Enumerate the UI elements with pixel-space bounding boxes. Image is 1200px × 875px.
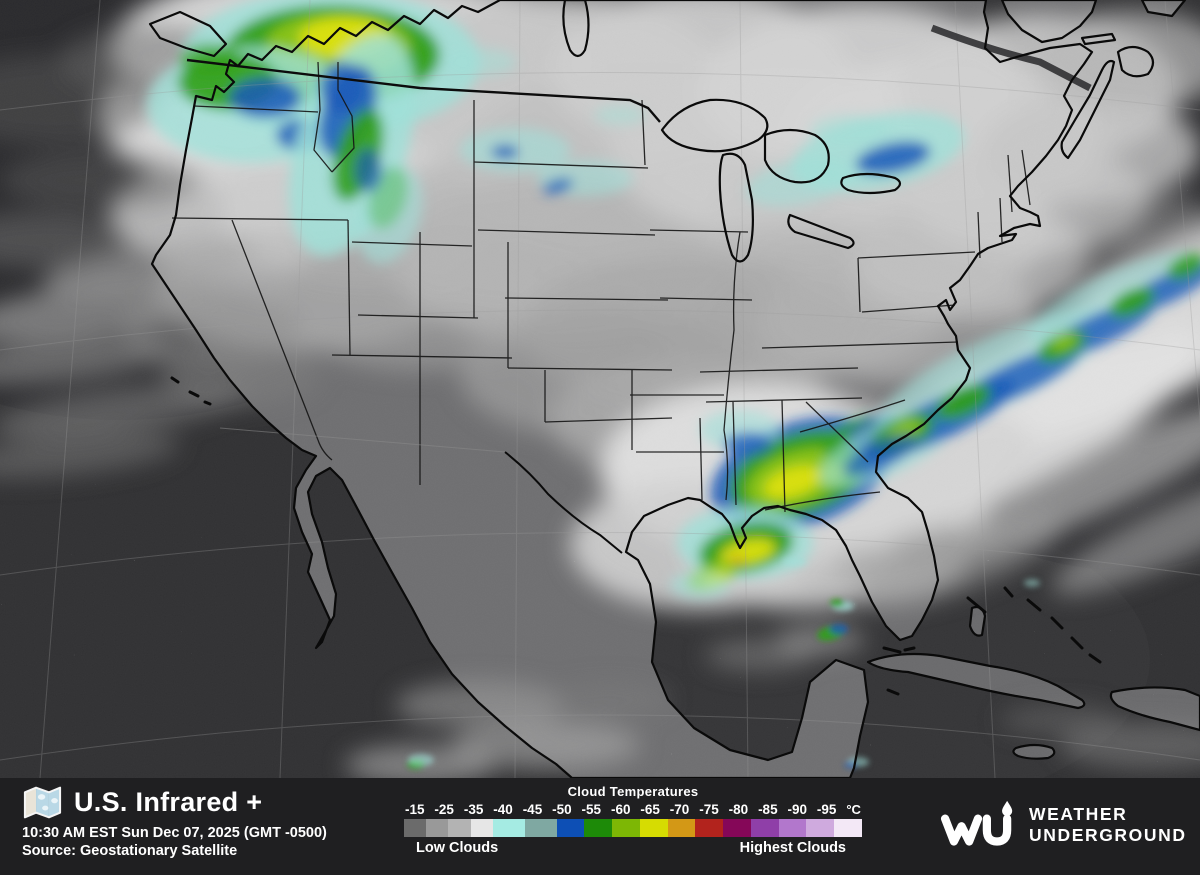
legend-swatch bbox=[556, 819, 585, 837]
legend-swatch bbox=[723, 819, 751, 837]
wu-droplet-icon bbox=[940, 800, 1013, 846]
source-label: Source: Geostationary Satellite bbox=[22, 843, 238, 859]
legend-title: Cloud Temperatures bbox=[567, 784, 699, 799]
timestamp: 10:30 AM EST Sun Dec 07, 2025 (GMT -0500… bbox=[22, 825, 327, 841]
legend-colorbar bbox=[404, 819, 862, 837]
legend-swatch bbox=[639, 819, 668, 837]
legend-swatch bbox=[470, 819, 493, 837]
legend-swatch bbox=[612, 819, 640, 837]
legend-tick: -35 bbox=[463, 802, 484, 817]
canada-border bbox=[186, 58, 661, 123]
map-header: U.S. Infrared + 10:30 AM EST Sun Dec 07,… bbox=[22, 782, 327, 859]
legend-swatch bbox=[750, 819, 779, 837]
info-bar: U.S. Infrared + 10:30 AM EST Sun Dec 07,… bbox=[0, 778, 1200, 875]
legend-tick: -95 bbox=[816, 802, 837, 817]
legend-tick: -40 bbox=[493, 802, 513, 817]
brand-name: WEATHER UNDERGROUND bbox=[1029, 804, 1187, 845]
legend-tick: -50 bbox=[552, 802, 572, 817]
legend-tick: -75 bbox=[699, 802, 719, 817]
legend-tick: -45 bbox=[522, 802, 543, 817]
map-canvas[interactable] bbox=[0, 0, 1200, 778]
legend-tick: -55 bbox=[581, 802, 602, 817]
graticule bbox=[0, 0, 1200, 778]
legend-swatch bbox=[448, 819, 471, 837]
legend-labels: Low Clouds Highest Clouds bbox=[404, 840, 862, 856]
legend-unit: °C bbox=[846, 802, 861, 817]
legend-tick: -80 bbox=[728, 802, 749, 817]
small-islands bbox=[170, 376, 1102, 696]
legend-swatch bbox=[426, 819, 449, 837]
satellite-map bbox=[0, 0, 1200, 778]
weather-underground-logo: WEATHER UNDERGROUND bbox=[940, 796, 1187, 854]
map-icon bbox=[23, 786, 62, 818]
legend-ticks: -15 -25 -35 -40 -45 -50 -55 -60 -65 -70 -75 -80 -85-… bbox=[404, 802, 862, 817]
us-mexico-border bbox=[219, 427, 506, 453]
brand-name-line2: UNDERGROUND bbox=[1029, 825, 1187, 845]
legend-tick: -85 bbox=[758, 802, 778, 817]
legend-swatch bbox=[806, 819, 835, 837]
legend-tick: -25 bbox=[434, 802, 454, 817]
rio-grande-border bbox=[504, 451, 623, 554]
legend-tick: -65 bbox=[640, 802, 660, 817]
st-lawrence bbox=[930, 24, 1092, 92]
legend-swatch bbox=[524, 819, 557, 837]
map-title: U.S. Infrared + bbox=[74, 786, 263, 817]
legend-tick: -60 bbox=[610, 802, 631, 817]
legend-swatch bbox=[834, 819, 862, 837]
state-borders bbox=[171, 61, 1031, 513]
legend-swatch bbox=[778, 819, 807, 837]
legend-swatch bbox=[584, 819, 613, 837]
brand-name-line1: WEATHER bbox=[1029, 804, 1128, 825]
legend-low-label: Low Clouds bbox=[416, 840, 499, 856]
legend-swatch bbox=[492, 819, 525, 837]
legend-swatch bbox=[404, 819, 427, 837]
legend-tick: -15 bbox=[405, 802, 425, 817]
grain-texture bbox=[0, 0, 1200, 778]
legend-high-label: Highest Clouds bbox=[739, 840, 846, 856]
cloud-temperature-legend: Cloud Temperatures -15 -25 -35 -40 -45 -50 -55… bbox=[404, 784, 862, 856]
legend-tick: -90 bbox=[787, 802, 807, 817]
legend-swatch bbox=[667, 819, 696, 837]
legend-tick: -70 bbox=[669, 802, 690, 817]
legend-swatch bbox=[695, 819, 724, 837]
